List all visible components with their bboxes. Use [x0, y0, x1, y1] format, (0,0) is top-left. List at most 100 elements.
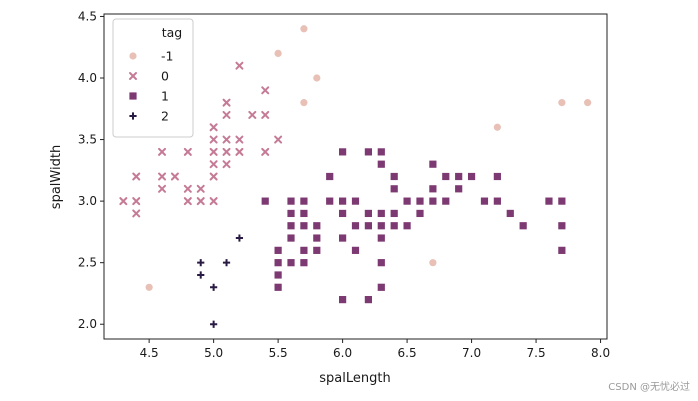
legend-marker: [129, 112, 137, 120]
data-point: [287, 222, 295, 230]
legend: tag -1 0 1 2: [112, 18, 194, 138]
y-tick-label: 2.0: [78, 317, 97, 331]
y-tick-label: 4.5: [78, 9, 97, 23]
legend-label: 1: [161, 89, 169, 104]
data-point: [364, 148, 372, 156]
plot-points: [119, 25, 592, 328]
data-point: [300, 25, 308, 33]
data-point: [210, 283, 218, 291]
data-point: [197, 259, 205, 267]
data-point: [339, 234, 347, 242]
data-point: [377, 222, 385, 230]
data-point: [132, 197, 141, 206]
data-point: [339, 197, 347, 205]
data-point: [300, 197, 308, 205]
data-point: [558, 99, 566, 107]
data-point: [222, 135, 231, 144]
data-point: [300, 259, 308, 267]
data-point: [313, 222, 321, 230]
legend-marker: [129, 72, 137, 80]
data-point: [222, 147, 231, 156]
data-point: [145, 283, 153, 291]
data-point: [480, 197, 489, 205]
data-point: [158, 147, 167, 156]
data-point: [351, 222, 360, 230]
x-tick-label: 7.5: [527, 346, 546, 360]
data-point: [197, 271, 205, 279]
x-tick-label: 6.5: [398, 346, 417, 360]
y-tick-label: 3.0: [78, 194, 97, 208]
data-point: [429, 185, 437, 193]
data-point: [209, 160, 218, 169]
data-point: [158, 172, 167, 181]
data-point: [300, 246, 308, 254]
data-point: [493, 172, 501, 181]
data-point: [364, 209, 372, 218]
data-point: [584, 99, 592, 107]
data-point: [416, 209, 424, 218]
data-point: [132, 172, 141, 181]
data-point: [132, 209, 141, 218]
data-point: [326, 172, 334, 181]
data-point: [377, 234, 385, 242]
data-point: [183, 197, 192, 206]
data-point: [467, 172, 476, 181]
data-point: [377, 209, 385, 218]
y-tick-label: 4.0: [78, 71, 97, 85]
data-point: [222, 110, 231, 119]
data-point: [274, 271, 282, 279]
data-point: [519, 222, 527, 230]
data-point: [300, 99, 308, 107]
data-point: [442, 197, 450, 205]
data-point: [119, 197, 128, 206]
legend-entries: -1 0 1 2: [129, 49, 173, 124]
data-point: [235, 61, 244, 70]
data-point: [442, 172, 450, 181]
data-point: [351, 246, 360, 254]
data-point: [390, 209, 398, 218]
data-point: [339, 296, 347, 304]
data-point: [300, 222, 308, 230]
legend-label: -1: [161, 49, 173, 64]
y-axis-label: spalWidth: [49, 145, 64, 209]
data-point: [235, 147, 244, 156]
data-point: [493, 197, 501, 205]
data-point: [222, 98, 231, 107]
data-point: [390, 222, 398, 230]
data-point: [493, 123, 501, 131]
data-point: [222, 160, 231, 169]
data-point: [170, 172, 179, 181]
data-point: [351, 197, 360, 205]
data-point: [209, 172, 218, 181]
data-point: [429, 197, 437, 205]
data-point: [429, 160, 437, 168]
data-point: [377, 259, 385, 267]
watermark: CSDN @无忧必过: [608, 382, 690, 393]
x-axis-ticks: 4.5 5.0 5.5 6.0 6.5 7.0 7.5 8.0: [140, 339, 610, 360]
data-point: [209, 123, 218, 132]
data-point: [274, 135, 283, 144]
data-point: [300, 209, 308, 218]
data-point: [261, 86, 270, 95]
data-point: [287, 197, 295, 205]
data-point: [364, 222, 372, 230]
data-point: [274, 283, 282, 291]
plot-frame: [103, 13, 608, 340]
data-point: [313, 234, 321, 242]
x-tick-label: 8.0: [591, 346, 610, 360]
data-point: [261, 110, 270, 119]
data-point: [274, 246, 282, 254]
legend-marker: [129, 92, 137, 100]
data-point: [274, 49, 282, 57]
data-point: [416, 197, 424, 205]
data-point: [390, 185, 398, 193]
x-tick-label: 4.5: [140, 346, 159, 360]
data-point: [158, 184, 167, 193]
data-point: [313, 74, 321, 82]
legend-label: 2: [161, 109, 169, 124]
data-point: [339, 148, 347, 156]
data-point: [390, 172, 398, 181]
data-point: [210, 320, 218, 328]
legend-box: [112, 18, 194, 138]
data-point: [196, 184, 205, 193]
